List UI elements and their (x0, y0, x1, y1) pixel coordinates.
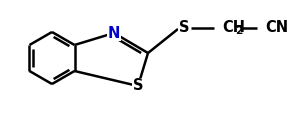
Text: CH: CH (222, 20, 245, 35)
Text: S: S (179, 20, 189, 35)
Text: 2: 2 (235, 26, 242, 36)
Text: CN: CN (265, 20, 288, 35)
Text: N: N (108, 26, 120, 40)
Text: S: S (133, 79, 143, 93)
